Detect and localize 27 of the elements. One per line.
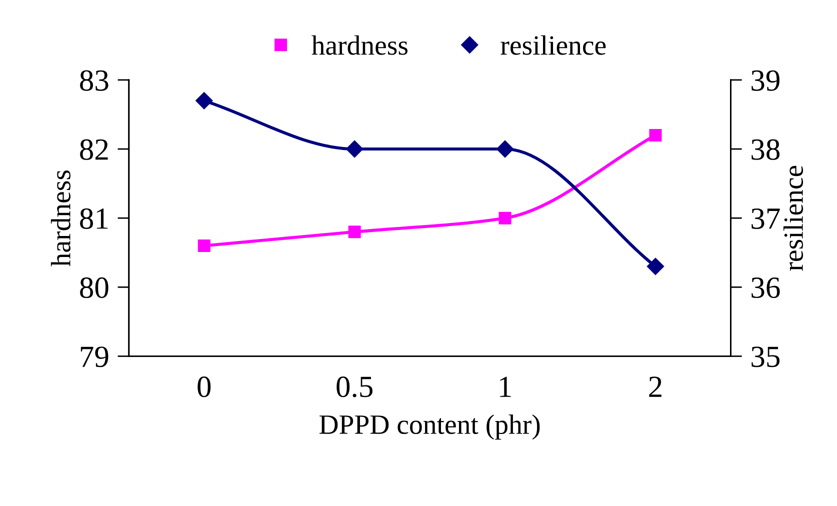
y-tick-label: 82 (80, 139, 108, 160)
y-tick-label: 79 (80, 346, 108, 368)
x-axis-title: DPPD content (phr) (320, 414, 540, 440)
point (498, 212, 512, 224)
point (346, 140, 364, 158)
y2-axis-title: resilience (783, 166, 804, 271)
legend-label: resilience (500, 35, 606, 55)
y-tick-label: 81 (80, 208, 108, 229)
y2-tick-label: 35 (752, 346, 780, 368)
point (646, 258, 664, 275)
x-tick-label: 0.5 (336, 376, 372, 398)
y2-tick-label: 37 (752, 208, 780, 229)
point (348, 226, 361, 238)
x-tick-label: 1 (500, 376, 511, 397)
point (496, 140, 514, 158)
point (196, 92, 213, 110)
x-tick-label: 0 (198, 376, 211, 398)
point (198, 239, 210, 252)
y2-tick-label: 36 (752, 278, 780, 298)
x-tick-label: 2 (649, 376, 662, 397)
point (649, 128, 662, 142)
y-tick-label: 83 (80, 70, 108, 91)
legend-label: hardness (312, 35, 408, 55)
y-tick-label: 80 (80, 277, 108, 298)
y-axis-title: hardness (50, 170, 70, 266)
y2-tick-label: 38 (752, 139, 780, 160)
y2-tick-label: 39 (752, 70, 780, 91)
